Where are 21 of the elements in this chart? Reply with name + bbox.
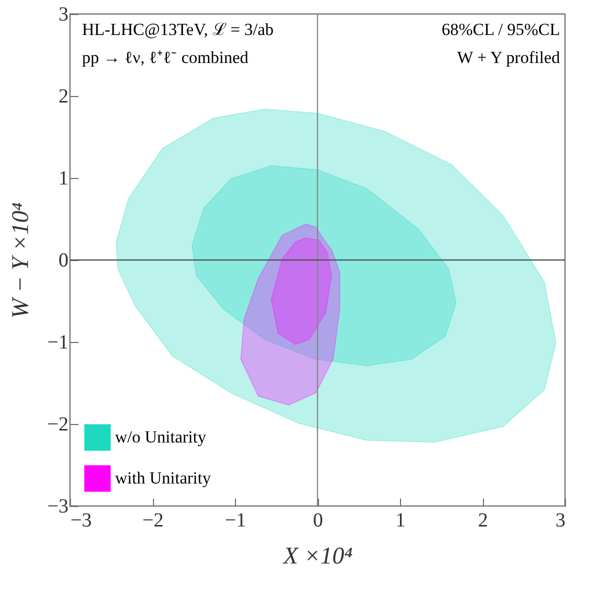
y-tick-label: 1 (58, 168, 68, 190)
annotation: W + Y profiled (457, 48, 560, 67)
x-tick-label: 0 (313, 510, 323, 532)
y-tick-label: 0 (58, 250, 68, 272)
x-tick-label: −1 (224, 510, 246, 532)
y-tick-label: −2 (47, 414, 68, 436)
x-axis-title: X ×10⁴ (282, 544, 353, 570)
y-axis-title: W − Y ×10⁴ (8, 202, 34, 319)
x-tick-label: 1 (396, 510, 406, 532)
annotation: HL-LHC@13TeV, ℒ = 3/ab (82, 20, 274, 39)
annotation: 68%CL / 95%CL (442, 20, 560, 39)
legend-label: with Unitarity (115, 468, 212, 488)
annotation: pp → ℓν, ℓ⁺ℓ⁻ combined (82, 48, 249, 67)
x-tick-label: −2 (142, 510, 164, 532)
y-tick-label: −3 (47, 496, 68, 518)
y-tick-label: −1 (47, 332, 68, 354)
y-tick-label: 2 (58, 86, 68, 108)
legend-label: w/o Unitarity (115, 428, 207, 446)
x-tick-label: 2 (478, 510, 488, 532)
y-tick-label: 3 (58, 4, 68, 26)
x-tick-label: 3 (556, 510, 566, 532)
